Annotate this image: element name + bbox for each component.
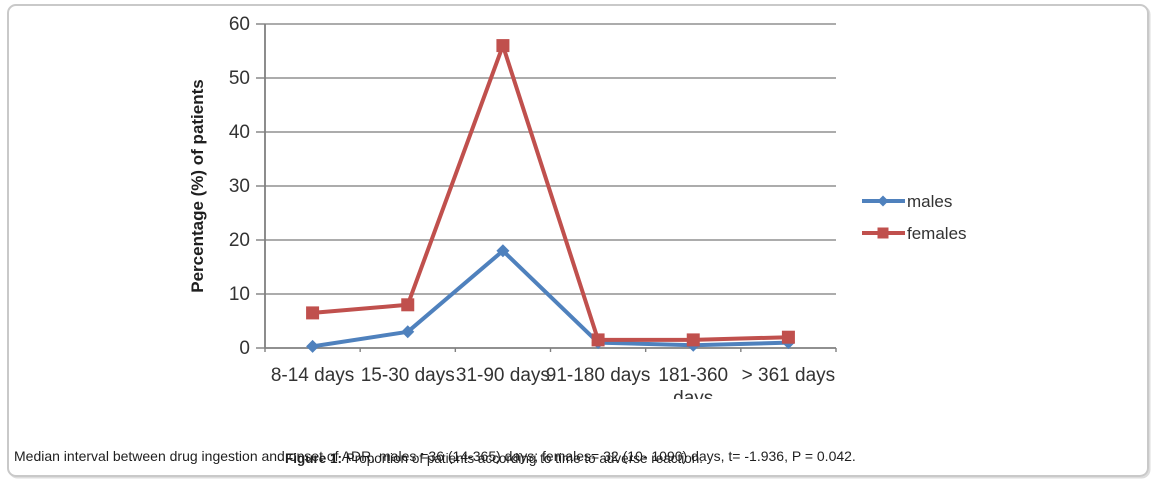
y-tick-label: 30 — [229, 176, 250, 197]
series-males-marker — [496, 244, 510, 258]
series-females-marker — [781, 330, 795, 344]
y-tick-label: 20 — [229, 230, 250, 251]
series-males — [306, 244, 795, 353]
y-tick-label: 40 — [229, 122, 250, 143]
legend-females-label: females — [907, 224, 967, 243]
y-tick-label: 10 — [229, 284, 250, 305]
y-gridlines — [265, 23, 836, 295]
figure-caption-label: Figure 1: — [285, 451, 343, 466]
legend: males females — [862, 192, 967, 243]
y-tick-label: 50 — [229, 68, 250, 89]
series-males-line — [310, 248, 791, 349]
x-category-label: > 361 days — [742, 365, 836, 386]
x-category-label: 91-180 days — [546, 365, 651, 386]
figure-caption-text: Proportion of patients according to time… — [342, 451, 703, 466]
legend-females-marker — [877, 227, 889, 239]
series-females-marker — [496, 39, 510, 53]
series-males-marker — [306, 339, 320, 353]
x-category-label: 8-14 days — [271, 365, 354, 386]
series-females-marker — [401, 298, 415, 312]
series-females-marker — [591, 333, 605, 347]
series-females — [306, 39, 795, 347]
y-tick-label: 0 — [239, 338, 250, 359]
note-line-1: Median interval between drug ingestion a… — [14, 448, 856, 464]
series-males-marker — [401, 325, 415, 339]
legend-males-label: males — [907, 192, 952, 211]
legend-males-marker — [877, 195, 889, 207]
series-females-marker — [686, 333, 700, 347]
x-category-label: 31-90 days — [456, 365, 550, 386]
y-axis-title: Percentage (%) of patients — [188, 79, 207, 293]
series-females-marker — [306, 306, 320, 320]
series-females-line — [310, 43, 791, 342]
y-tick-label: 60 — [229, 14, 250, 35]
legend-item-females: females — [862, 224, 967, 243]
x-category-label: 15-30 days — [361, 365, 455, 386]
x-category-label: 181-360 — [658, 365, 728, 386]
legend-item-males: males — [862, 192, 952, 211]
figure-notes: Median interval between drug ingestion a… — [14, 396, 1124, 486]
axes: 0 10 20 30 40 50 60 — [229, 14, 837, 359]
figure-caption: Figure 1: Proportion of patients accordi… — [14, 451, 974, 466]
x-category-label-line2: days — [673, 388, 713, 409]
